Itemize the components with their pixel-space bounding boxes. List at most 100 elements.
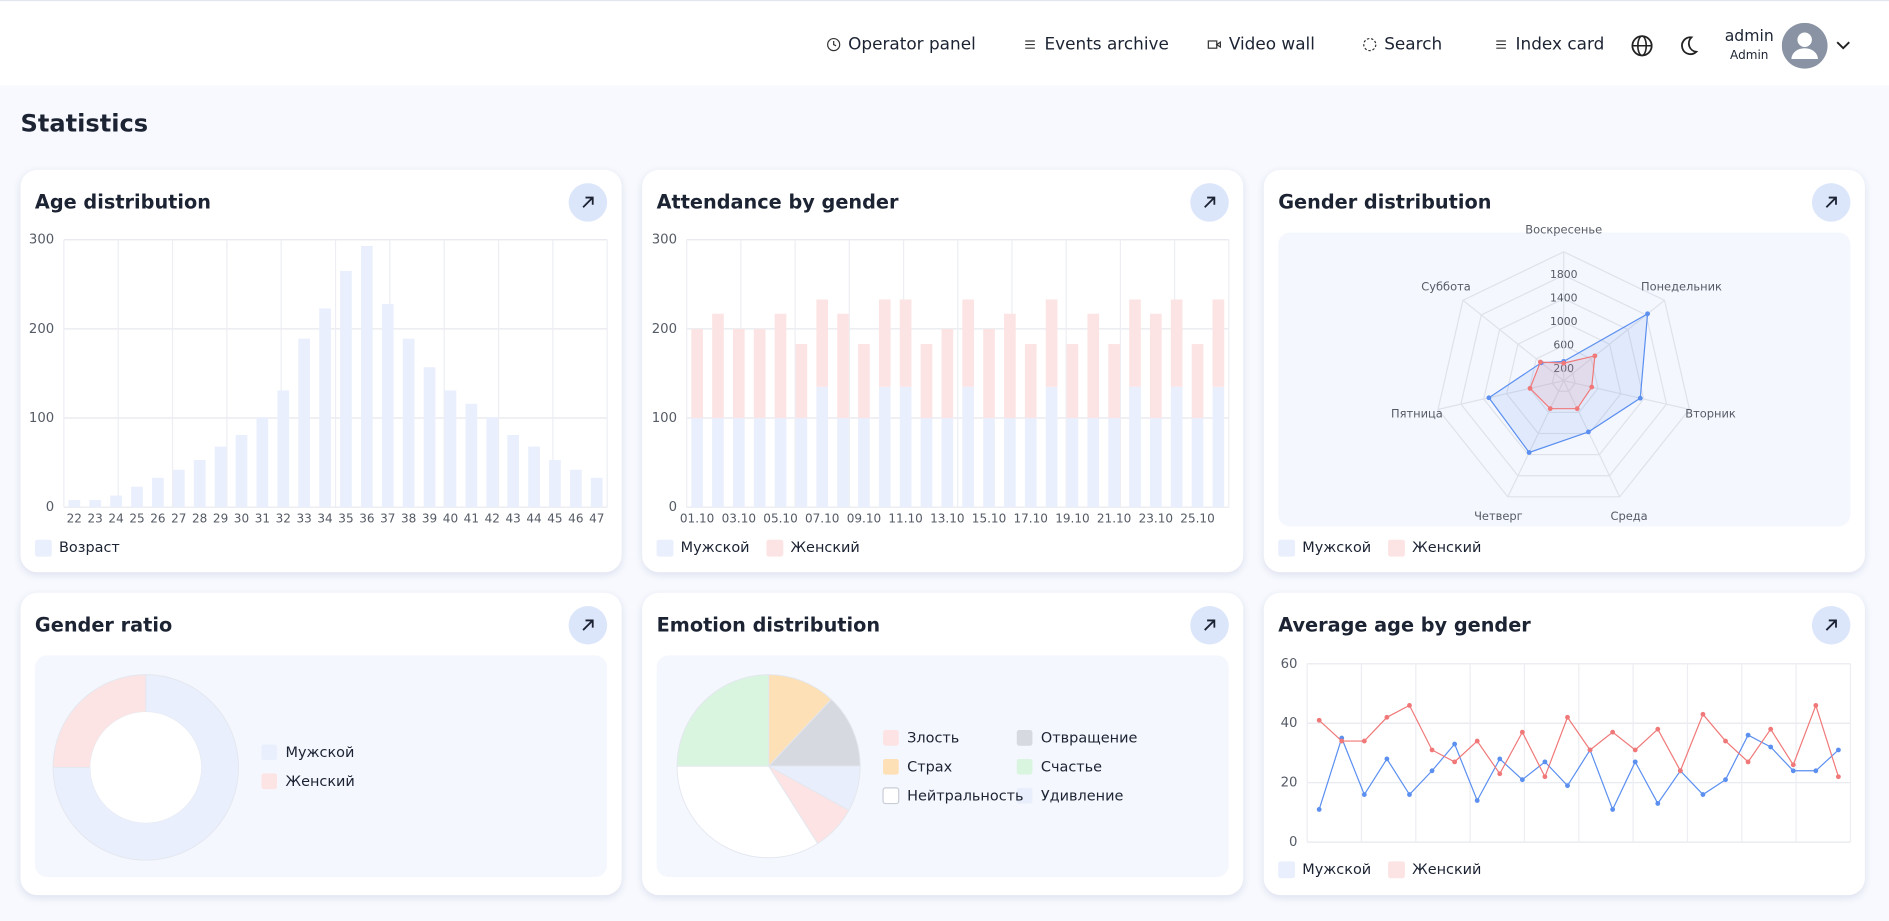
bar	[878, 299, 891, 387]
bar	[732, 418, 745, 508]
axis-label: Суббота	[1421, 279, 1471, 293]
point	[1768, 726, 1774, 732]
expand-button[interactable]	[1190, 183, 1229, 222]
x-tick-label: 47	[589, 512, 604, 526]
card-title: Emotion distribution	[656, 613, 881, 637]
bar	[795, 344, 808, 419]
y-tick-label: 100	[652, 411, 677, 426]
point	[1519, 777, 1525, 783]
spoke	[1507, 380, 1565, 498]
bar	[1108, 344, 1120, 419]
nav-label: Video wall	[1228, 34, 1315, 55]
legend-swatch	[261, 744, 278, 761]
y-tick-label: 0	[46, 500, 54, 515]
bar	[1191, 344, 1204, 419]
outer-ring	[1437, 251, 1691, 498]
x-tick-label: 25	[129, 512, 144, 526]
bar	[1212, 386, 1225, 508]
point	[1361, 738, 1367, 744]
x-tick-label: 24	[108, 512, 123, 526]
legend-swatch	[1016, 730, 1033, 746]
bar	[1108, 418, 1120, 508]
user-name: admin	[1724, 27, 1774, 46]
nav-item[interactable]: Operator panel	[826, 35, 976, 54]
y-tick-label: 60	[1281, 657, 1298, 672]
expand-button[interactable]	[568, 183, 608, 222]
theme-icon[interactable]	[1677, 35, 1699, 57]
legend-swatch	[1388, 861, 1405, 879]
card: Age distribution 0 100 200 300 22 23 24 25 26 27 28…	[20, 169, 622, 573]
bar	[920, 418, 933, 508]
legend-label: Женский	[286, 774, 355, 790]
point	[1452, 759, 1458, 765]
legend-label: Женский	[791, 540, 860, 556]
language-icon[interactable]	[1631, 35, 1653, 57]
point	[1452, 741, 1458, 747]
x-tick-label: 28	[192, 512, 207, 526]
axis-label: Пятница	[1391, 407, 1443, 421]
bar	[941, 328, 954, 419]
bar	[816, 299, 829, 387]
nav-item[interactable]: Index card	[1494, 35, 1604, 54]
point	[1700, 792, 1706, 797]
nav-item[interactable]: Video wall	[1207, 35, 1315, 54]
x-tick-label: 37	[380, 512, 395, 526]
point	[1339, 738, 1345, 744]
point	[1700, 711, 1706, 717]
bar	[110, 495, 122, 508]
point	[1610, 729, 1616, 735]
bar	[899, 299, 912, 387]
grid-ring	[1528, 344, 1599, 413]
grid-ring	[1483, 297, 1645, 456]
x-tick-label: 40	[443, 512, 458, 526]
grid-ring	[1551, 368, 1576, 392]
bar	[1149, 418, 1162, 508]
point	[1723, 777, 1728, 783]
bar	[152, 477, 164, 508]
x-tick-label: 46	[568, 512, 583, 526]
legend-label: Мужской	[286, 745, 355, 761]
y-tick-label: 300	[652, 233, 677, 248]
y-tick-label: 40	[1281, 716, 1298, 731]
legend-swatch	[1278, 861, 1296, 879]
legend-swatch	[261, 773, 278, 790]
user-role: Admin	[1730, 49, 1769, 63]
point	[1486, 395, 1492, 401]
point	[1542, 774, 1548, 780]
bar	[1066, 344, 1079, 419]
y-tick-label: 0	[669, 500, 677, 515]
chart: 0 100 200 300 01.10 03.10 05.10 07.10 09.10 11.10…	[652, 233, 1230, 557]
chart: 0 20 40 60 Мужской Женский	[1278, 657, 1852, 879]
bar	[235, 434, 248, 508]
point	[1645, 311, 1650, 317]
bar	[878, 386, 891, 508]
y-tick-label: 100	[29, 411, 54, 426]
bar	[131, 486, 143, 508]
bar	[837, 313, 849, 419]
bar	[1170, 299, 1183, 387]
legend-label: Отвращение	[1041, 730, 1138, 746]
point	[1474, 738, 1480, 744]
expand-button[interactable]	[1190, 605, 1229, 645]
legend-swatch	[1016, 758, 1033, 775]
x-tick-label: 39	[422, 512, 437, 526]
axis-label: Четверг	[1474, 509, 1523, 523]
nav-item[interactable]: Events archive	[1023, 35, 1169, 54]
avatar[interactable]	[1781, 22, 1857, 71]
expand-button[interactable]	[1811, 605, 1851, 645]
bar	[1045, 386, 1058, 508]
point	[1835, 774, 1841, 780]
spoke	[1437, 380, 1564, 410]
card-title: Age distribution	[34, 190, 211, 214]
legend-swatch	[656, 539, 674, 557]
point	[1565, 714, 1570, 720]
nav-item[interactable]: Search	[1363, 35, 1442, 54]
point	[1637, 395, 1643, 401]
bar	[507, 434, 519, 508]
x-tick-label: 36	[359, 512, 374, 526]
expand-button[interactable]	[568, 605, 608, 645]
point	[1384, 756, 1390, 762]
legend-label: Мужской	[681, 540, 750, 556]
expand-button[interactable]	[1811, 183, 1851, 222]
